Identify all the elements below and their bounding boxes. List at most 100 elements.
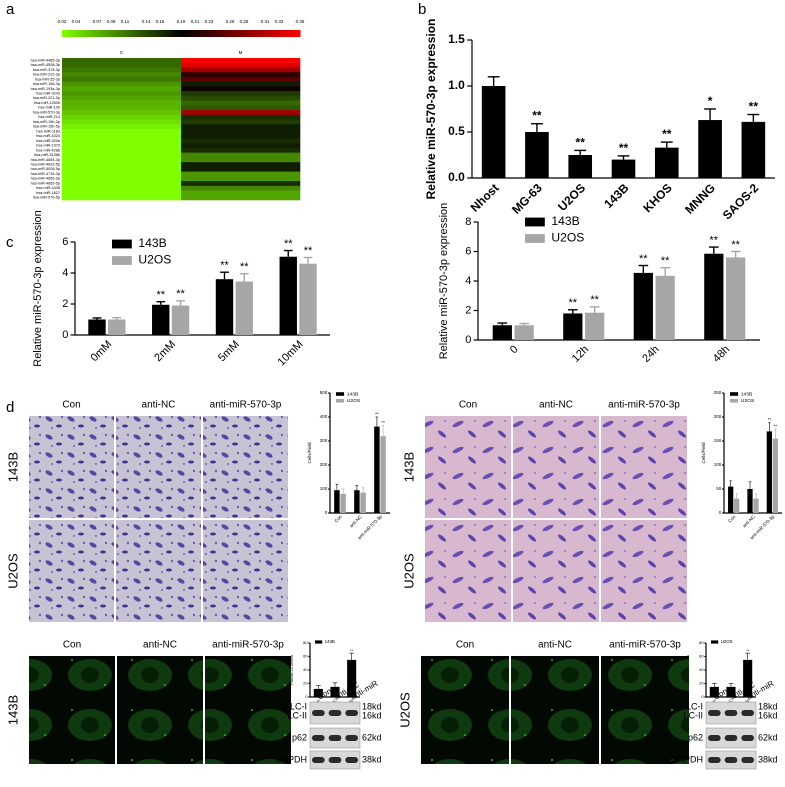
heatmap-cell (181, 72, 301, 78)
colorbar-segment (208, 30, 214, 37)
heatmap-cell (62, 181, 182, 187)
colorbar-segment (224, 30, 230, 37)
y-tick-label: 150 (714, 438, 722, 443)
micrograph (425, 416, 511, 518)
heatmap-cell (62, 86, 182, 92)
significance-label: ** (590, 294, 599, 306)
blot-band (312, 757, 325, 763)
bar (563, 313, 583, 340)
bar (747, 489, 753, 513)
y-tick-label: 6 (465, 245, 471, 257)
bar (585, 312, 605, 340)
heatmap-cell (62, 129, 182, 135)
bar (726, 686, 736, 697)
y-tick-label: 250 (714, 390, 722, 395)
significance-label: ** (532, 109, 542, 123)
blot-band (328, 710, 342, 716)
blot-band (708, 710, 721, 716)
column-label: anti-NC (539, 400, 573, 411)
colorbar-segment (228, 30, 234, 37)
heatmap-cell (181, 100, 301, 106)
bar (340, 493, 346, 513)
bar (88, 319, 106, 335)
colorbar-segment (109, 30, 115, 37)
colorbar-segment (252, 30, 257, 37)
bar (235, 281, 253, 335)
row-label: hsa-miR-222-3p (33, 73, 60, 77)
y-tick-label: 6 (62, 236, 68, 248)
heatmap-cell (181, 162, 301, 168)
heatmap-cell (181, 138, 301, 144)
colorbar-segment (137, 30, 142, 37)
column-label: anti-NC (142, 400, 176, 411)
row-label: hsa-miR-1183 (36, 129, 60, 133)
blot-band (708, 735, 721, 741)
colorbar-segment (101, 30, 107, 37)
colorbar-segment (62, 30, 67, 37)
significance-label: ** (240, 261, 249, 273)
heatmap-cell (181, 143, 301, 149)
colorbar-segment (280, 30, 285, 37)
colorbar-segment (264, 30, 269, 37)
column-label: Con (459, 400, 477, 411)
heatmap-cell (62, 147, 182, 153)
y-tick-label: 4 (62, 267, 68, 279)
bar (514, 325, 534, 340)
heatmap-cell (181, 114, 301, 120)
heatmap-cell (62, 124, 182, 130)
heatmap-cell (62, 176, 182, 182)
colorbar-tick-label: 0.14 (142, 19, 151, 24)
bar (380, 436, 386, 513)
heatmap-cell (181, 166, 301, 172)
panel-label: c (6, 234, 14, 251)
bar (741, 121, 766, 178)
y-tick-label: 80 (303, 640, 308, 645)
heatmap-cell (181, 105, 301, 111)
column-label: anti-miR-570-3p (608, 400, 680, 411)
x-tick-label: KHOS (640, 181, 674, 215)
row-label: hsa-miR-4633-5p (31, 163, 60, 167)
blot-band-label: LC-II (683, 710, 703, 720)
bar (654, 147, 679, 178)
heatmap-cell (181, 176, 301, 182)
y-tick-label: 2 (465, 304, 471, 316)
colorbar-tick-label: 0.11 (121, 19, 130, 24)
bar (633, 272, 653, 340)
legend-label: U2OS (551, 231, 584, 245)
micrograph (29, 656, 115, 764)
row-label: hsa-miR-19b-3p (33, 120, 60, 124)
legend-label: 143B (741, 391, 753, 397)
blot-band-label: LC-II (287, 710, 307, 720)
heatmap-cell (62, 195, 182, 201)
row-label: hsa-miR-4508-3p (31, 63, 60, 67)
row-label: hsa-miR-214 (38, 115, 60, 119)
bar (611, 159, 636, 178)
significance-label: ** (661, 255, 670, 267)
panel-label: d (6, 399, 14, 416)
row-label: hsa-miR-1260b (34, 101, 60, 105)
row-label: hsa-miR-3138b (34, 153, 60, 157)
y-tick-label: 40 (303, 667, 308, 672)
bar (753, 498, 759, 513)
bar (360, 492, 366, 513)
y-tick-label: 0 (62, 329, 68, 341)
heatmap-cell (62, 62, 182, 68)
heatmap-cell (181, 147, 301, 153)
colorbar-segment (188, 30, 194, 37)
legend-label: U2OS (347, 398, 361, 404)
colorbar-segment (157, 30, 162, 37)
heatmap-cell (62, 190, 182, 196)
micrograph (117, 656, 203, 764)
legend-swatch (730, 392, 739, 396)
legend-swatch (112, 256, 132, 265)
significance-label: ** (156, 289, 165, 301)
row-label: hsa-miR-4485-3p (31, 58, 60, 62)
colorbar-segment (240, 30, 245, 37)
colorbar-tick-label: 0.23 (205, 19, 214, 24)
y-axis-label: Cells/Field (307, 442, 312, 464)
y-tick-label: 8 (465, 216, 471, 228)
legend-swatch (525, 217, 545, 227)
blot-size-label: 16kd (758, 710, 778, 720)
colorbar-tick-label: 0.26 (226, 19, 235, 24)
row-label: 143B (401, 452, 416, 482)
